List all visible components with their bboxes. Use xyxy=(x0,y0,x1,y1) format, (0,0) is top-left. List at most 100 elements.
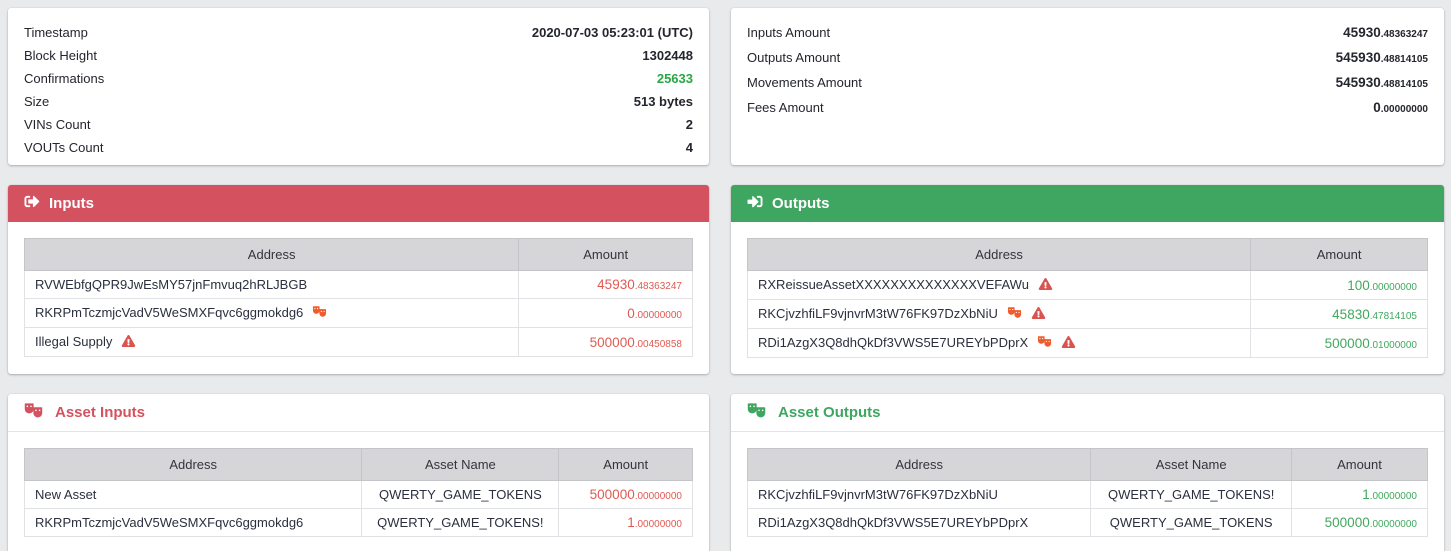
amount-cell: 1.00000000 xyxy=(558,508,693,537)
amount-decimals: .00000000 xyxy=(634,519,682,530)
io-row: Inputs Address Amount RVWEbfgQPR9JwEsMY5… xyxy=(8,185,1444,374)
address-text: Illegal Supply xyxy=(35,334,113,349)
amount-decimals: .00000000 xyxy=(634,309,682,321)
amount-integer: 0 xyxy=(1373,100,1381,115)
masks-icon xyxy=(312,306,327,321)
masks-icon xyxy=(1007,307,1022,322)
table-row: Illegal Supply 500000.00450858 xyxy=(23,327,693,357)
asset-name-cell: QWERTY_GAME_TOKENS xyxy=(1090,508,1292,537)
table-row: RDi1AzgX3Q8dhQkDf3VWS5E7UREYbPDprX 500000… xyxy=(746,328,1428,358)
detail-row: VOUTs Count 4 xyxy=(24,136,693,159)
warning-icon xyxy=(1061,336,1076,351)
amount-decimals: .01000000 xyxy=(1369,339,1417,351)
address-text: RKRPmTczmjcVadV5WeSMXFqvc6ggmokdg6 xyxy=(35,305,304,320)
amount-cell: 500000.01000000 xyxy=(1250,328,1428,358)
address-text: RVWEbfgQPR9JwEsMY57jnFmvuq2hRLJBGB xyxy=(35,277,308,292)
outputs-header: Outputs xyxy=(731,185,1444,222)
amount-cell: 45830.47814105 xyxy=(1250,299,1428,329)
address-column-header: Address xyxy=(23,238,520,271)
outputs-title: Outputs xyxy=(772,195,830,212)
asset-outputs-body: Address Asset Name Amount RKCjvzhfiLF9vj… xyxy=(731,432,1444,551)
address-text: RKCjvzhfiLF9vjnvrM3tW76FK97DzXbNiU xyxy=(758,487,998,502)
address-text: RKCjvzhfiLF9vjnvrM3tW76FK97DzXbNiU xyxy=(758,306,998,321)
amount-label: Movements Amount xyxy=(747,75,862,90)
masks-icon xyxy=(1037,336,1052,351)
amount-value: 545930.48814105 xyxy=(1336,46,1428,71)
amount-decimals: .00000000 xyxy=(1380,104,1428,115)
detail-value: 4 xyxy=(685,140,693,155)
address-cell: RDi1AzgX3Q8dhQkDf3VWS5E7UREYbPDprX xyxy=(746,508,1092,537)
amount-integer: 545930 xyxy=(1335,50,1381,65)
amount-column-header: Amount xyxy=(518,238,693,271)
amount-row: Outputs Amount 545930.48814105 xyxy=(747,46,1428,71)
amount-cell: 0.00000000 xyxy=(518,298,693,328)
asset-outputs-header: Asset Outputs xyxy=(731,394,1444,432)
amount-cell: 45930.48363247 xyxy=(518,270,693,299)
asset-name-cell: QWERTY_GAME_TOKENS! xyxy=(361,508,560,537)
amount-integer: 45830 xyxy=(1332,306,1370,322)
detail-label: Timestamp xyxy=(24,25,88,40)
warning-icon xyxy=(1031,307,1046,322)
amount-value: 0.00000000 xyxy=(1373,96,1428,121)
asset-name-cell: QWERTY_GAME_TOKENS xyxy=(361,480,560,509)
amount-integer: 1 xyxy=(627,515,635,530)
asset-inputs-card: Asset Inputs Address Asset Name Amount N… xyxy=(8,394,709,551)
table-row: RKRPmTczmjcVadV5WeSMXFqvc6ggmokdg6 0.0000… xyxy=(23,298,693,328)
detail-value: 25633 xyxy=(656,71,693,86)
table-header-row: Address Asset Name Amount xyxy=(746,448,1429,481)
address-cell: Illegal Supply xyxy=(23,327,520,357)
amount-decimals: .00000000 xyxy=(1369,491,1417,502)
amount-label: Fees Amount xyxy=(747,100,824,115)
address-cell: RXReissueAssetXXXXXXXXXXXXXXVEFAWu xyxy=(746,270,1252,300)
asset-outputs-table: Address Asset Name Amount RKCjvzhfiLF9vj… xyxy=(746,448,1429,537)
address-text: RXReissueAssetXXXXXXXXXXXXXXVEFAWu xyxy=(758,277,1029,292)
amount-cell: 100.00000000 xyxy=(1250,270,1428,300)
asset-inputs-title: Asset Inputs xyxy=(55,404,146,421)
amount-integer: 500000 xyxy=(589,487,635,502)
address-cell: RKCjvzhfiLF9vjnvrM3tW76FK97DzXbNiU xyxy=(746,299,1252,329)
amount-row: Fees Amount 0.00000000 xyxy=(747,96,1428,121)
summary-row: Timestamp 2020-07-03 05:23:01 (UTC) Block … xyxy=(8,8,1444,165)
detail-value: 2 xyxy=(685,117,693,132)
detail-row: Block Height 1302448 xyxy=(24,44,693,67)
address-cell: RDi1AzgX3Q8dhQkDf3VWS5E7UREYbPDprX xyxy=(746,328,1252,358)
asset-outputs-title: Asset Outputs xyxy=(778,404,881,421)
amount-integer: 45930 xyxy=(1343,25,1381,40)
table-row: RKRPmTczmjcVadV5WeSMXFqvc6ggmokdg6 QWERTY… xyxy=(23,508,693,537)
outputs-body: Address Amount RXReissueAssetXXXXXXXXXXX… xyxy=(731,222,1444,374)
amount-integer: 500000 xyxy=(1324,515,1370,530)
table-row: RKCjvzhfiLF9vjnvrM3tW76FK97DzXbNiU QWERTY… xyxy=(746,480,1429,509)
detail-row: Confirmations 25633 xyxy=(24,67,693,90)
address-column-header: Address xyxy=(23,448,363,481)
amount-integer: 545930 xyxy=(1335,75,1381,90)
address-cell: RKCjvzhfiLF9vjnvrM3tW76FK97DzXbNiU xyxy=(746,480,1092,509)
amount-row: Inputs Amount 45930.48363247 xyxy=(747,21,1428,46)
table-row: RXReissueAssetXXXXXXXXXXXXXXVEFAWu 100.00… xyxy=(746,270,1428,300)
asset-inputs-body: Address Asset Name Amount New Asset QWERT… xyxy=(8,432,709,551)
asset-name-column-header: Asset Name xyxy=(361,448,560,481)
amount-cell: 500000.00000000 xyxy=(558,480,693,509)
detail-value: 2020-07-03 05:23:01 (UTC) xyxy=(531,25,693,40)
address-text: RKRPmTczmjcVadV5WeSMXFqvc6ggmokdg6 xyxy=(35,515,304,530)
address-cell: RKRPmTczmjcVadV5WeSMXFqvc6ggmokdg6 xyxy=(23,508,363,537)
asset-outputs-card: Asset Outputs Address Asset Name Amount … xyxy=(731,394,1444,551)
detail-label: Confirmations xyxy=(24,71,105,86)
amount-column-header: Amount xyxy=(558,448,693,481)
tx-details-card: Timestamp 2020-07-03 05:23:01 (UTC) Block … xyxy=(8,8,709,165)
inputs-card: Inputs Address Amount RVWEbfgQPR9JwEsMY5… xyxy=(8,185,709,374)
amount-decimals: .00450858 xyxy=(634,338,682,350)
amount-decimals: .48814105 xyxy=(1380,79,1428,90)
amount-decimals: .47814105 xyxy=(1369,310,1417,322)
asset-name-column-header: Asset Name xyxy=(1090,448,1292,481)
detail-row: Size 513 bytes xyxy=(24,90,693,113)
warning-icon xyxy=(121,335,136,350)
masks-icon xyxy=(24,402,43,423)
amount-column-header: Amount xyxy=(1250,238,1428,271)
table-row: RDi1AzgX3Q8dhQkDf3VWS5E7UREYbPDprX QWERTY… xyxy=(746,508,1429,537)
inputs-header: Inputs xyxy=(8,185,709,222)
amount-integer: 500000 xyxy=(589,334,635,350)
amount-value: 545930.48814105 xyxy=(1336,71,1428,96)
inputs-title: Inputs xyxy=(49,195,94,212)
table-row: New Asset QWERTY_GAME_TOKENS 500000.000000… xyxy=(23,480,693,509)
detail-row: Timestamp 2020-07-03 05:23:01 (UTC) xyxy=(24,21,693,44)
